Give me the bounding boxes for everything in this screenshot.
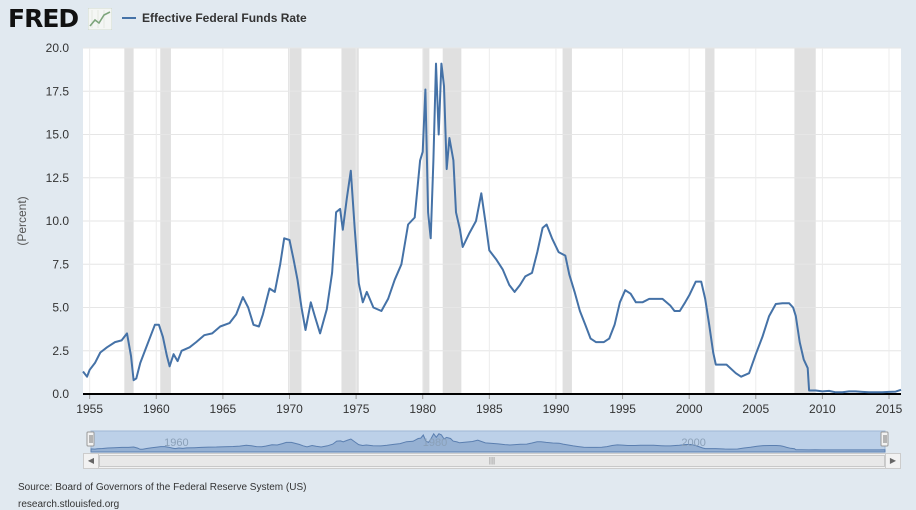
y-tick-label: 2.5	[52, 344, 69, 358]
y-tick-label: 12.5	[46, 171, 70, 185]
x-tick-label: 1955	[76, 402, 103, 416]
x-tick-label: 1970	[276, 402, 303, 416]
x-tick-label: 1990	[543, 402, 570, 416]
y-axis-label: (Percent)	[15, 196, 29, 245]
trend-line-icon	[88, 8, 112, 30]
y-tick-label: 7.5	[52, 257, 69, 271]
horizontal-scrollbar[interactable]: ◀ ||| ▶	[83, 453, 901, 469]
legend[interactable]: Effective Federal Funds Rate	[122, 10, 307, 26]
x-tick-label: 1985	[476, 402, 503, 416]
scroll-right-arrow-icon[interactable]: ▶	[885, 454, 900, 468]
site-link[interactable]: research.stlouisfed.org	[18, 499, 120, 510]
y-tick-label: 20.0	[46, 41, 70, 55]
y-tick-label: 5.0	[52, 301, 69, 315]
y-tick-label: 15.0	[46, 128, 70, 142]
scroll-thumb[interactable]: |||	[99, 455, 885, 467]
x-tick-label: 1995	[609, 402, 636, 416]
y-tick-label: 17.5	[46, 84, 70, 98]
legend-swatch	[122, 17, 136, 19]
navigator-tick-label: 1960	[164, 437, 188, 449]
x-tick-label: 2015	[876, 402, 903, 416]
x-tick-label: 2000	[676, 402, 703, 416]
chart: 0.0 2.5 5.0 7.5 10.0 12.5 15.0 17.5 20.0 1955 1960…	[15, 41, 903, 453]
scroll-left-arrow-icon[interactable]: ◀	[84, 454, 99, 468]
navigator-series-area	[90, 432, 886, 453]
x-tick-label: 1960	[143, 402, 170, 416]
source-note: Source: Board of Governors of the Federa…	[18, 482, 307, 493]
x-tick-label: 2010	[809, 402, 836, 416]
series-line[interactable]	[82, 62, 902, 394]
x-tick-label: 1980	[409, 402, 436, 416]
x-tick-label: 1965	[210, 402, 237, 416]
navigator-tick-label: 2000	[681, 437, 705, 449]
header: FRED Effective Federal Funds Rate	[0, 0, 916, 40]
navigator-tick-label: 1980	[423, 437, 447, 449]
x-tick-label: 2005	[742, 402, 769, 416]
y-tick-label: 10.0	[46, 214, 70, 228]
x-tick-label: 1975	[343, 402, 370, 416]
fred-logo[interactable]: FRED	[8, 4, 79, 33]
legend-label: Effective Federal Funds Rate	[142, 11, 307, 25]
y-tick-label: 0.0	[52, 387, 69, 401]
